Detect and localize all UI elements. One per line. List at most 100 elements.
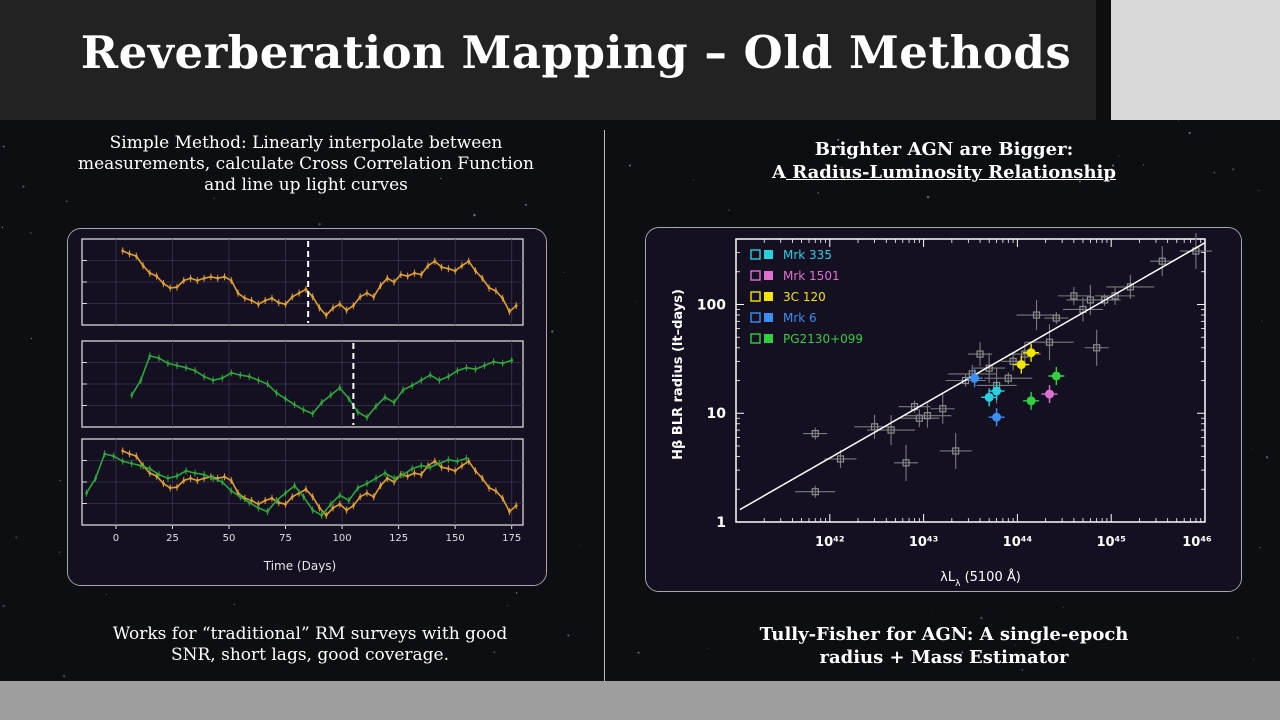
continuum-point <box>365 491 369 495</box>
star <box>980 616 983 620</box>
continuum-point <box>134 254 138 258</box>
emission_line-point <box>139 378 143 382</box>
continuum-point <box>311 495 315 499</box>
emission_line-point <box>211 378 215 382</box>
star <box>1251 447 1254 449</box>
emission_line-point <box>229 371 233 375</box>
highlight-point <box>992 412 1002 422</box>
continuum-point <box>128 252 131 256</box>
continuum-point <box>487 286 491 290</box>
x-tick-label: 100 <box>333 533 352 544</box>
continuum-point <box>304 488 308 491</box>
emission_line-point <box>401 473 405 476</box>
x-axis-label: λLλ (5100 Å) <box>940 569 1021 589</box>
light-curve-panel: 0 25 50 75 100 125 150 175 Time (Days) <box>67 228 547 586</box>
emission_line-point <box>338 493 342 497</box>
emission_line-point <box>94 476 97 480</box>
continuum-point <box>413 271 416 275</box>
continuum-point <box>392 280 396 284</box>
continuum-point <box>351 504 355 508</box>
x-tick-label: 175 <box>502 533 521 544</box>
continuum-point <box>358 295 362 299</box>
continuum-point <box>195 279 199 282</box>
emission_line-point <box>510 358 514 362</box>
footer-line: SNR, short lags, good coverage. <box>170 645 450 665</box>
column-divider <box>604 130 605 681</box>
star <box>318 223 321 226</box>
star <box>563 271 565 273</box>
star <box>524 203 528 206</box>
star <box>62 674 66 678</box>
continuum-point <box>236 291 240 295</box>
continuum-point <box>284 302 287 306</box>
continuum-point <box>392 480 396 484</box>
intro-line: and line up light curves <box>204 175 408 195</box>
emission_line-point <box>311 412 315 415</box>
emission_line-point <box>338 386 342 390</box>
continuum-point <box>508 510 511 513</box>
continuum-point <box>257 502 260 506</box>
emission_line-point <box>220 376 224 380</box>
star <box>59 480 61 482</box>
star <box>926 195 930 199</box>
continuum-point <box>148 271 152 275</box>
emission_line-point <box>130 393 134 397</box>
emission_line-point <box>446 375 450 378</box>
emission_line-point <box>238 495 242 499</box>
star <box>320 174 322 176</box>
x-tick-label: 10⁴³ <box>909 535 938 550</box>
continuum-point <box>372 295 376 299</box>
continuum-point <box>148 471 152 475</box>
x-tick-label: 125 <box>389 533 408 544</box>
right-footer-text: Tully-Fisher for AGN: A single-epoch rad… <box>644 623 1244 669</box>
agn-point <box>836 455 845 463</box>
emission_line-point <box>184 366 188 370</box>
emission_line-point <box>419 464 423 468</box>
continuum-point <box>453 469 457 473</box>
star <box>1237 637 1239 639</box>
left-intro-text: Simple Method: Linearly interpolate betw… <box>30 133 582 196</box>
star <box>2 145 5 148</box>
star <box>447 140 449 142</box>
continuum-point <box>243 296 247 300</box>
emission_line-point <box>428 465 432 469</box>
star <box>30 232 32 234</box>
highlight-point <box>1045 389 1055 399</box>
star <box>628 164 631 167</box>
emission_line-point <box>211 476 215 480</box>
continuum-point <box>487 486 491 490</box>
star <box>105 594 107 596</box>
corner-box <box>1111 0 1280 120</box>
highlight-point <box>1026 396 1036 406</box>
continuum-point <box>223 275 226 279</box>
agn-point <box>811 429 819 438</box>
highlight-point <box>970 373 980 383</box>
continuum-point <box>467 459 471 463</box>
heading-line: Brighter AGN are Bigger: <box>814 139 1074 160</box>
continuum-point <box>345 308 348 312</box>
star <box>387 634 390 637</box>
continuum-point <box>480 276 484 280</box>
emission_line-point <box>374 404 378 408</box>
continuum-point <box>311 295 315 299</box>
footer-line: Tully-Fisher for AGN: A single-epoch <box>759 624 1129 645</box>
star <box>440 177 442 180</box>
continuum-point <box>508 310 511 313</box>
emission_line-point <box>166 476 170 480</box>
star <box>1 226 4 229</box>
emission_line-point <box>392 401 396 404</box>
continuum-point <box>385 276 389 280</box>
emission_line-point <box>275 499 278 502</box>
left-footer-text: Works for “traditional” RM surveys with … <box>40 624 580 666</box>
continuum-point <box>290 495 294 499</box>
emission_line-point <box>320 401 324 404</box>
continuum-point <box>277 301 281 305</box>
intro-line: measurements, calculate Cross Correlatio… <box>78 154 534 174</box>
legend-marker-filled <box>764 292 773 301</box>
footer-line: radius + Mass Estimator <box>819 647 1069 668</box>
emission_line-point <box>157 356 161 360</box>
star <box>1231 168 1235 171</box>
emission_line-point <box>193 471 197 475</box>
emission_line-point <box>365 415 369 419</box>
continuum-point <box>379 484 382 488</box>
